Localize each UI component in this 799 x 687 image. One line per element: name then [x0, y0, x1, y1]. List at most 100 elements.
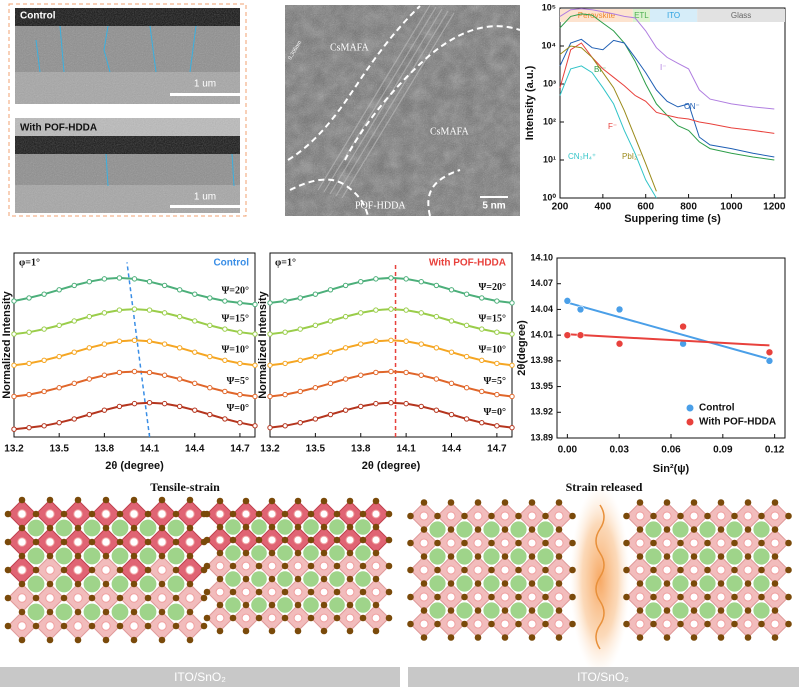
a-cation [355, 571, 371, 587]
x-tick-label: 14.7 [230, 444, 250, 455]
series-label: Ψ=0° [227, 403, 250, 414]
b-site [215, 613, 225, 623]
b-site [527, 619, 537, 629]
point [41, 423, 47, 429]
point [252, 331, 258, 337]
x-anion [116, 622, 124, 630]
x-anion [677, 593, 684, 601]
b-site [500, 511, 510, 521]
x-anion [488, 566, 495, 574]
x-anion [130, 608, 138, 616]
b-site [716, 592, 726, 602]
b-site [716, 565, 726, 575]
x-tick-label: 14.1 [396, 444, 416, 455]
x-anion [488, 593, 495, 601]
point [131, 337, 138, 344]
a-cation [55, 547, 73, 565]
x-anion [704, 539, 711, 547]
chart-title: Control [213, 258, 249, 269]
x-anion [255, 510, 263, 518]
b-site [345, 613, 355, 623]
a-cation [645, 521, 662, 538]
point [342, 376, 349, 382]
point [615, 305, 624, 314]
b-site [267, 561, 277, 571]
x-anion [434, 566, 441, 574]
a-cation [753, 521, 770, 538]
x-anion [333, 510, 341, 518]
x-anion [281, 562, 289, 570]
point [563, 331, 572, 339]
b-site [743, 619, 753, 629]
x-anion [771, 499, 779, 506]
x-anion [744, 499, 752, 506]
x-anion [636, 553, 644, 560]
x-anion [744, 526, 752, 533]
x-anion [172, 594, 180, 602]
x-anion [144, 510, 152, 518]
series-label: Br⁻ [594, 65, 606, 74]
x-anion [771, 634, 779, 641]
b-site [293, 561, 303, 571]
y-tick-label: 14.04 [530, 304, 553, 314]
b-site [157, 593, 167, 603]
point [101, 341, 108, 347]
x-anion [515, 593, 522, 601]
x-tick-label: 13.2 [260, 444, 280, 455]
b-site [743, 511, 753, 521]
x-anion [663, 607, 671, 614]
b-site [45, 621, 55, 631]
point [267, 300, 273, 306]
x-anion [46, 580, 54, 588]
point [161, 400, 168, 407]
x-anion [717, 580, 725, 587]
legend-marker [686, 418, 694, 426]
point [56, 353, 62, 360]
point [41, 326, 47, 332]
a-cation [55, 603, 73, 621]
x-anion [420, 580, 428, 587]
a-cation [225, 519, 241, 535]
x-tick-label: 1200 [763, 202, 786, 213]
x-tick-label: 400 [595, 202, 612, 213]
b-site [689, 538, 699, 548]
b-site [215, 587, 225, 597]
a-cation [672, 548, 689, 565]
a-cation [699, 602, 716, 619]
series-label: Ψ=20° [222, 285, 250, 296]
b-site [554, 619, 564, 629]
x-anion [650, 620, 657, 628]
b-site [185, 509, 195, 519]
x-anion [46, 636, 54, 644]
x-anion [663, 553, 671, 560]
x-anion [18, 496, 26, 504]
x-anion [307, 614, 315, 622]
y-axis-label: Normalized Intensity [257, 290, 269, 398]
point [131, 306, 138, 312]
x-anion [407, 539, 414, 547]
x-anion [203, 614, 211, 622]
point [267, 331, 273, 337]
point [433, 282, 440, 289]
x-anion [359, 562, 367, 570]
x-anion [158, 580, 166, 588]
point [494, 298, 500, 304]
b-site [185, 593, 195, 603]
b-site [635, 565, 645, 575]
series-line [559, 65, 657, 199]
point [433, 313, 440, 320]
grain-boundary [35, 25, 197, 73]
point [131, 368, 138, 375]
point [207, 353, 213, 360]
point [252, 393, 258, 400]
x-anion [690, 634, 698, 641]
point [86, 376, 93, 382]
point [252, 301, 258, 308]
plot-frame [556, 257, 786, 439]
x-anion [320, 575, 328, 583]
point [267, 393, 273, 400]
guide-line [126, 262, 151, 438]
x-anion [372, 523, 380, 531]
point [388, 275, 394, 281]
point [433, 345, 440, 351]
